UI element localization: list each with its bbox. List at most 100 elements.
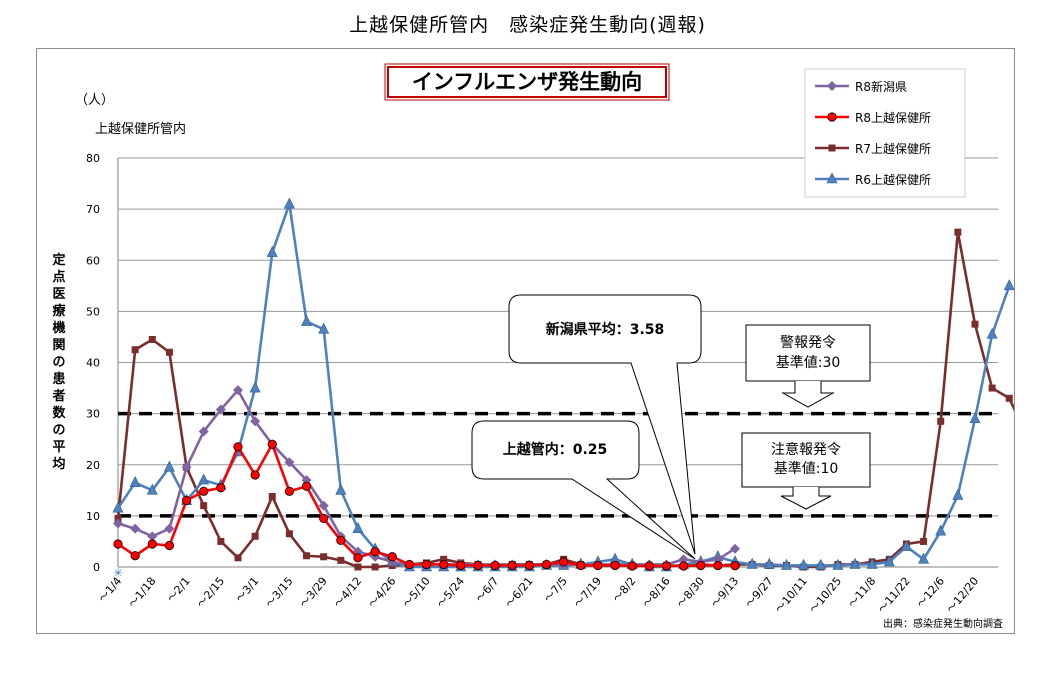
x-tick-label: ～11/8	[846, 575, 879, 611]
data-point	[337, 556, 345, 564]
data-point	[952, 488, 964, 500]
series-1	[113, 439, 740, 571]
data-point	[883, 555, 895, 567]
data-point	[217, 537, 225, 545]
data-point	[301, 314, 313, 326]
y-axis-label-char: 均	[52, 456, 65, 472]
x-tick-label: ～2/1	[164, 575, 192, 605]
x-tick-label: ～9/27	[743, 575, 776, 611]
data-point	[353, 553, 363, 563]
data-point	[730, 543, 741, 554]
y-tick-label: 20	[86, 459, 100, 472]
legend-swatch-marker	[826, 172, 838, 184]
data-point	[249, 381, 261, 393]
data-point	[1005, 394, 1013, 402]
data-point	[283, 197, 295, 209]
joetsu-callout: 上越管内：0.25	[471, 420, 696, 560]
data-point	[678, 554, 689, 565]
data-point	[918, 552, 930, 564]
joetsu-text: 上越管内：0.25	[503, 441, 608, 458]
warning-label-line1: 注意報発令	[771, 441, 841, 458]
x-tick-label: ～10/25	[807, 575, 844, 616]
legend-item: R6上越保健所	[815, 172, 931, 187]
x-tick-label: ～12/6	[914, 575, 947, 611]
x-tick-labels: ～1/4 ～1/18 ～2/1 ～2/15 ～3/1 ～3/15 ～3/29 ～4/12 ～4/…	[96, 575, 981, 616]
data-point	[251, 532, 259, 540]
data-point	[937, 417, 945, 425]
data-point	[250, 470, 260, 480]
data-point	[336, 535, 346, 546]
legend-label: R7上越保健所	[855, 142, 931, 156]
data-point	[352, 521, 364, 533]
chart-frame: インフルエンザ発生動向 （人） 上越保健所管内 定点医療機関の患者数の平均 ✳ …	[36, 48, 1015, 634]
y-axis-label-char: の	[52, 355, 65, 370]
data-point	[559, 557, 569, 567]
data-point	[421, 559, 432, 570]
x-tick-label: ～6/21	[503, 575, 536, 611]
x-tick-label: ～3/29	[297, 575, 330, 611]
data-point	[232, 385, 243, 396]
data-point	[130, 523, 141, 534]
data-point	[439, 559, 449, 570]
data-point	[404, 559, 414, 570]
y-axis-label-char: 者	[51, 388, 65, 404]
data-point	[163, 460, 175, 472]
y-axis-label-char: 定	[51, 252, 65, 268]
data-point	[971, 320, 979, 328]
data-point	[216, 483, 226, 493]
x-tick-label: ～7/19	[571, 575, 604, 611]
chart-title: インフルエンザ発生動向	[412, 70, 642, 94]
series-line	[117, 388, 736, 566]
niigata-average-callout: 新潟県平均：3.58	[508, 294, 702, 555]
data-point	[164, 523, 175, 534]
x-tick-label: ～8/30	[674, 575, 707, 611]
data-point	[440, 555, 448, 563]
data-point	[490, 560, 500, 571]
data-point	[354, 563, 362, 571]
y-tick-label: 50	[86, 305, 100, 318]
legend-swatch-marker	[827, 112, 837, 122]
y-tick-label: 70	[86, 203, 100, 216]
data-point	[301, 481, 312, 491]
legend-label: R8新潟県	[855, 79, 907, 94]
data-point	[815, 558, 827, 570]
data-point	[148, 335, 156, 343]
x-tick-label: ～1/18	[126, 575, 159, 611]
y-axis-label-char: 点	[52, 269, 65, 285]
page-title: 上越保健所管内 感染症発生動向(週報)	[349, 14, 706, 36]
alarm-callout: 警報発令 基準値:30	[745, 324, 871, 408]
data-point	[320, 553, 328, 561]
data-point	[986, 327, 998, 339]
chart-title-box: インフルエンザ発生動向	[384, 63, 670, 101]
data-point	[114, 514, 122, 522]
data-point	[866, 557, 878, 569]
data-point	[215, 404, 226, 415]
x-tick-label: ～5/10	[400, 575, 433, 611]
y-tick-label: 60	[86, 254, 100, 267]
y-tick-label: 40	[86, 357, 100, 370]
series-line	[117, 442, 736, 568]
data-point	[335, 483, 347, 495]
data-point	[199, 486, 209, 496]
legend-item: R7上越保健所	[815, 142, 931, 156]
x-tick-label: ～5/24	[434, 575, 467, 611]
data-point	[679, 561, 689, 571]
data-point	[318, 500, 329, 511]
source-note: 出典：感染症発生動向調査	[883, 617, 1003, 630]
data-point	[198, 426, 209, 437]
data-point	[593, 560, 603, 571]
y-axis-label-char: 数	[52, 405, 66, 421]
data-point	[113, 539, 123, 549]
data-point	[285, 530, 293, 538]
data-point	[318, 322, 330, 334]
data-point	[730, 561, 740, 571]
x-tick-label: ～4/26	[366, 575, 399, 611]
data-point	[969, 412, 981, 424]
legend-item: R8新潟県	[815, 79, 907, 94]
x-tick-label: ～4/12	[331, 575, 364, 611]
data-point	[627, 561, 637, 571]
y-axis-label-char: の	[52, 423, 65, 438]
x-tick-label: ～8/2	[610, 575, 638, 605]
x-tick-label: ～3/15	[263, 575, 296, 611]
